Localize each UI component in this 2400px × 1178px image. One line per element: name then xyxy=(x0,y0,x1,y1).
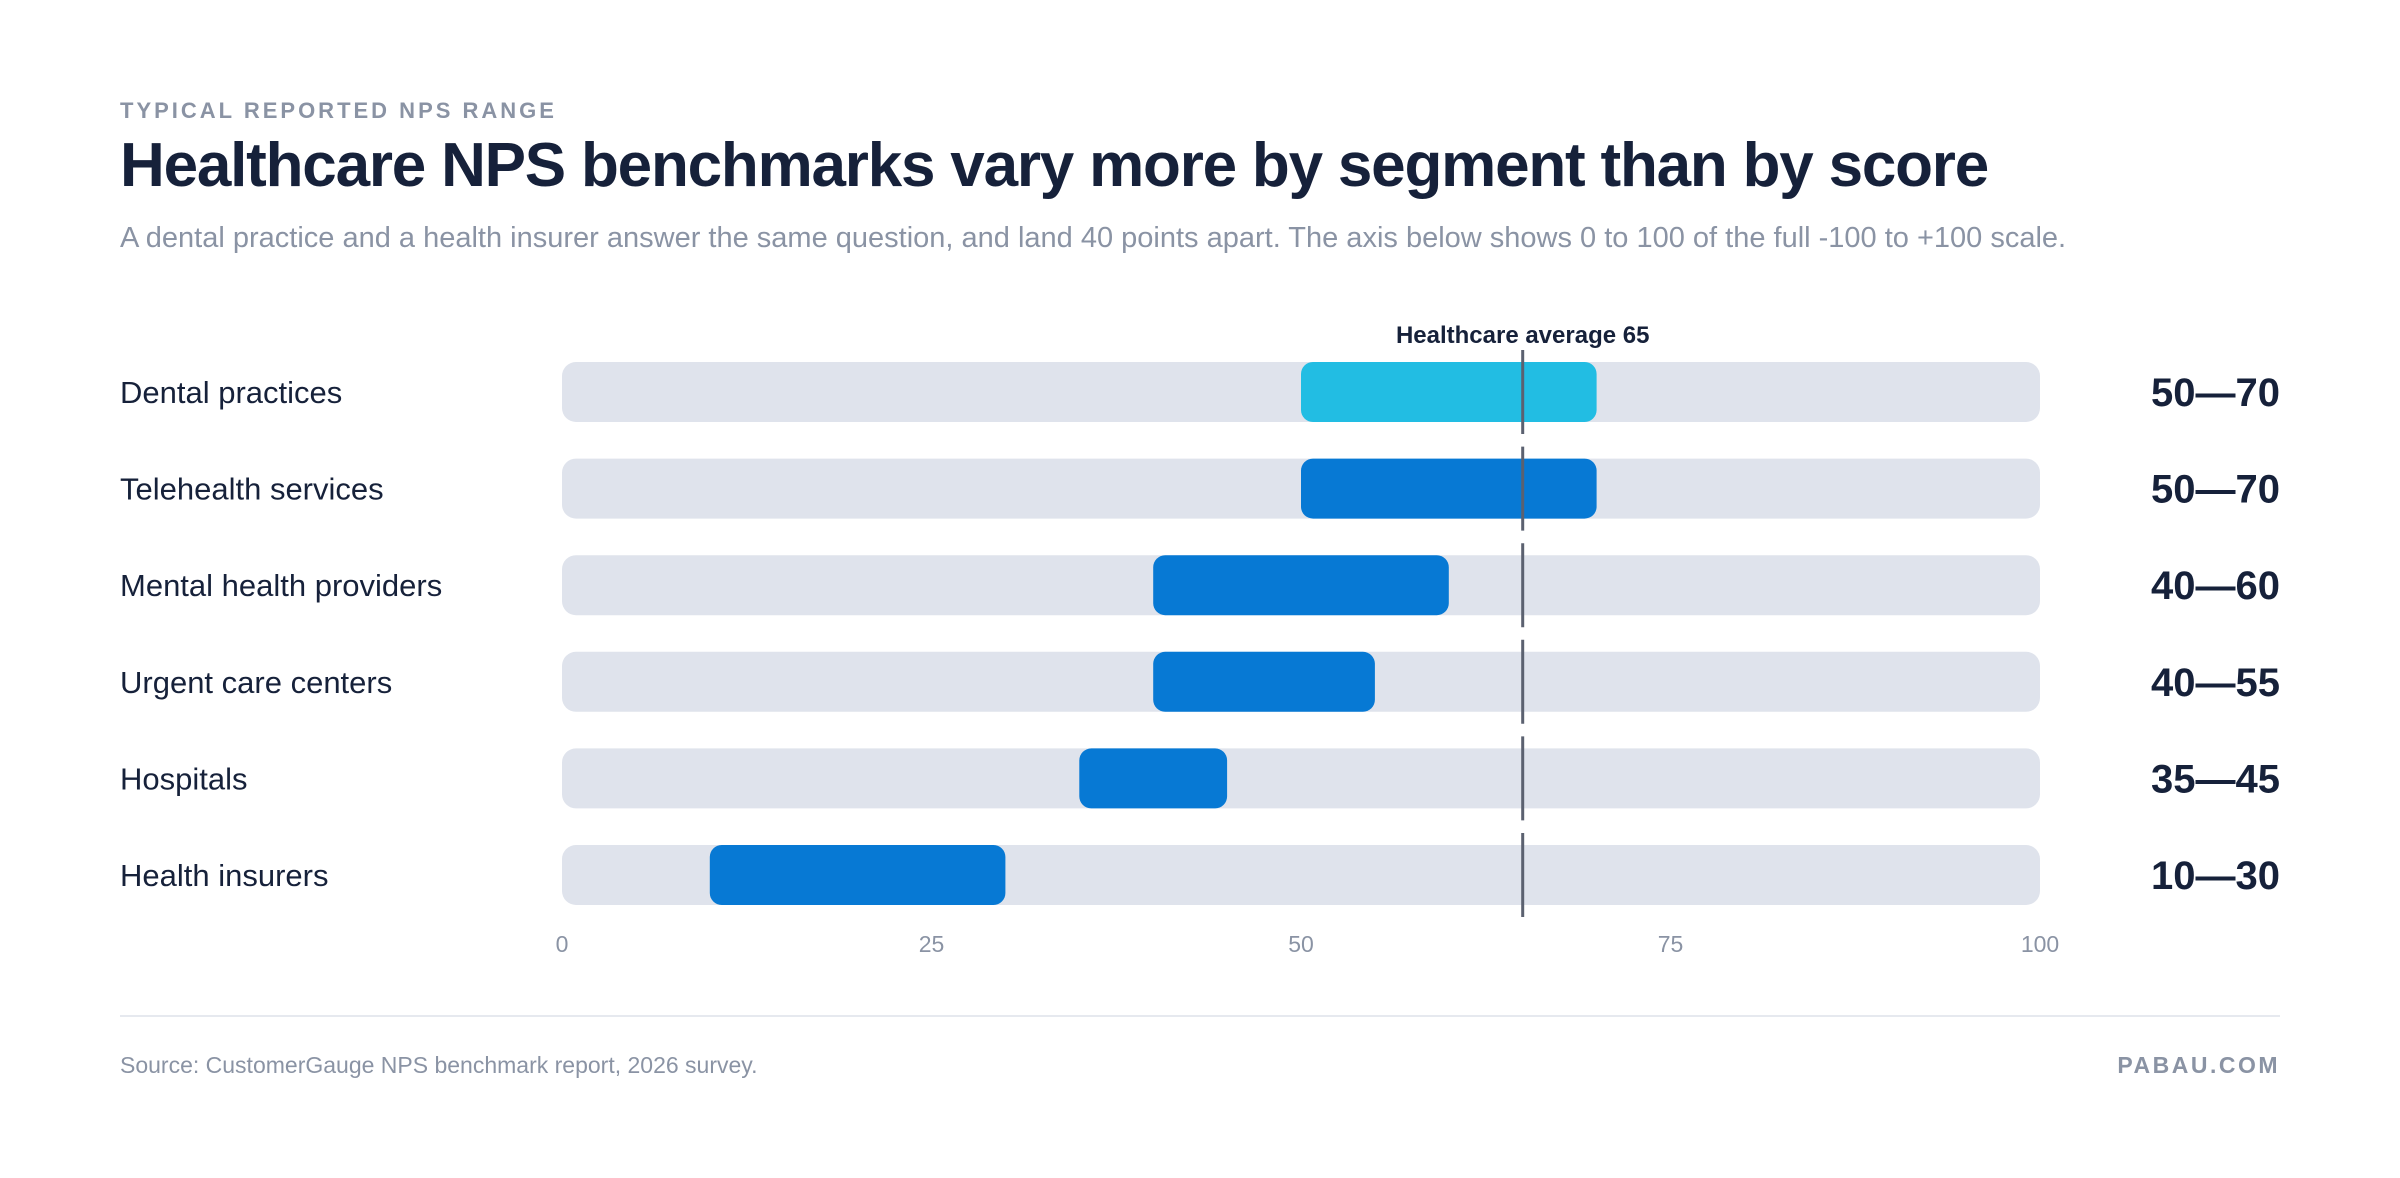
chart-subtitle: A dental practice and a health insurer a… xyxy=(120,222,2067,254)
category-label: Urgent care centers xyxy=(120,665,392,700)
category-label: Telehealth services xyxy=(120,472,384,507)
bar-track xyxy=(562,748,2040,809)
range-value-label: 35—45 xyxy=(2151,757,2280,801)
range-bar xyxy=(1079,748,1228,809)
range-bar xyxy=(1301,458,1597,519)
chart-eyebrow: TYPICAL REPORTED NPS RANGE xyxy=(120,98,557,123)
category-label: Mental health providers xyxy=(120,568,442,603)
category-label: Dental practices xyxy=(120,375,342,410)
x-tick-label: 50 xyxy=(1288,931,1314,957)
range-value-label: 50—70 xyxy=(2151,371,2280,415)
range-value-label: 50—70 xyxy=(2151,468,2280,512)
range-value-label: 40—60 xyxy=(2151,564,2280,608)
brand-mark: PABAU.COM xyxy=(2117,1052,2280,1078)
range-bar xyxy=(1153,651,1375,712)
range-value-label: 40—55 xyxy=(2151,661,2280,705)
category-label: Hospitals xyxy=(120,761,248,796)
chart-title: Healthcare NPS benchmarks vary more by s… xyxy=(120,131,1989,200)
category-label: Health insurers xyxy=(120,858,328,893)
x-tick-label: 25 xyxy=(919,931,945,957)
range-bar xyxy=(1153,555,1449,616)
footer-divider xyxy=(120,1015,2280,1017)
x-tick-label: 0 xyxy=(556,931,569,957)
x-tick-label: 100 xyxy=(2021,931,2059,957)
average-label: Healthcare average 65 xyxy=(1396,322,1650,349)
range-bar xyxy=(709,845,1006,905)
range-value-label: 10—30 xyxy=(2151,854,2280,898)
x-tick-label: 75 xyxy=(1658,931,1684,957)
range-chart: Dental practices 50—70 Telehealth services… xyxy=(120,322,2280,957)
source-note: Source: CustomerGauge NPS benchmark repo… xyxy=(120,1052,758,1078)
range-bar xyxy=(1301,362,1597,422)
